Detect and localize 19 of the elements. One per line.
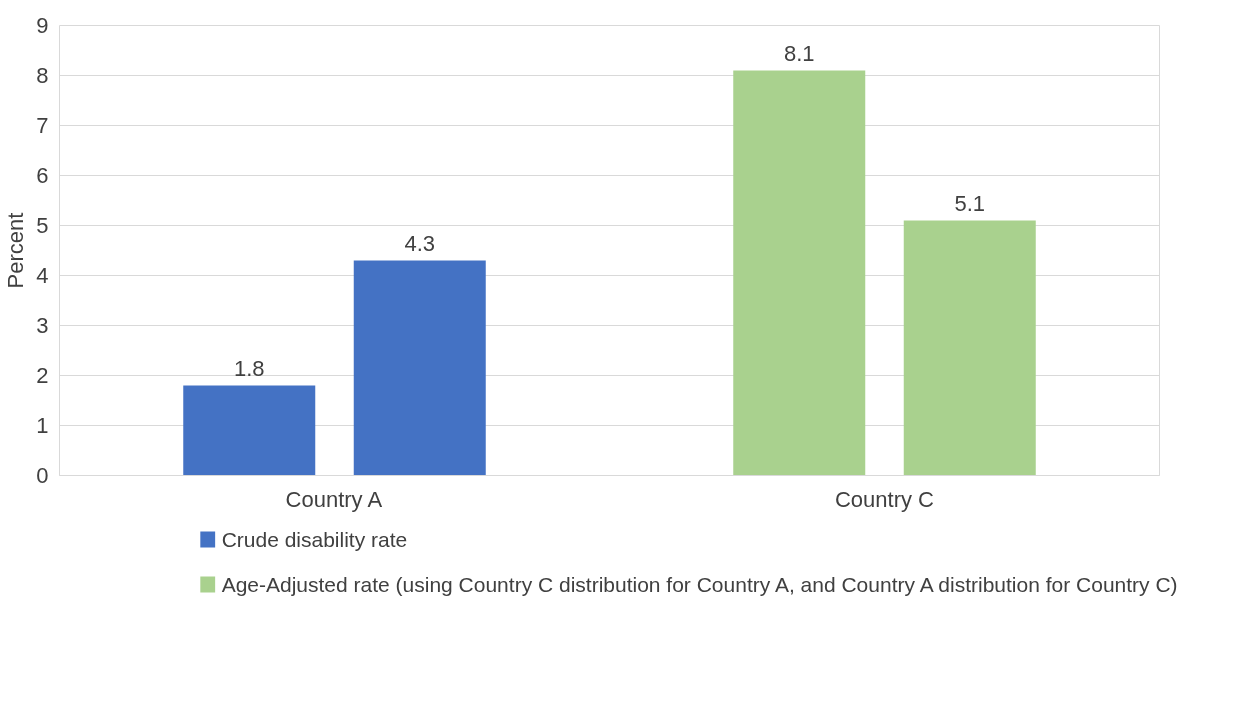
y-tick-label: 7: [36, 113, 49, 138]
y-tick-label: 6: [36, 163, 49, 188]
data-label: 8.1: [783, 40, 815, 66]
legend-label: Crude disability rate: [221, 528, 408, 551]
x-tick-label: Country C: [834, 486, 935, 512]
y-tick-label: 8: [36, 63, 49, 88]
data-label: 4.3: [404, 230, 436, 256]
y-axis-title: Percent: [3, 212, 29, 289]
y-tick-label: 0: [36, 463, 49, 488]
y-tick-label: 2: [36, 363, 49, 388]
y-tick-label: 3: [36, 313, 49, 338]
data-label: 5.1: [954, 190, 986, 216]
y-tick-label: 5: [36, 213, 49, 238]
data-label: 1.8: [233, 355, 265, 381]
y-tick-label: 4: [36, 263, 49, 288]
x-tick-label: Country A: [285, 486, 383, 512]
legend-label: Age-Adjusted rate (using Country C distribution for Country A, and Country A distribution for Country C): [221, 573, 1178, 596]
y-tick-label: 1: [36, 413, 49, 438]
y-tick-label: 9: [36, 13, 49, 38]
